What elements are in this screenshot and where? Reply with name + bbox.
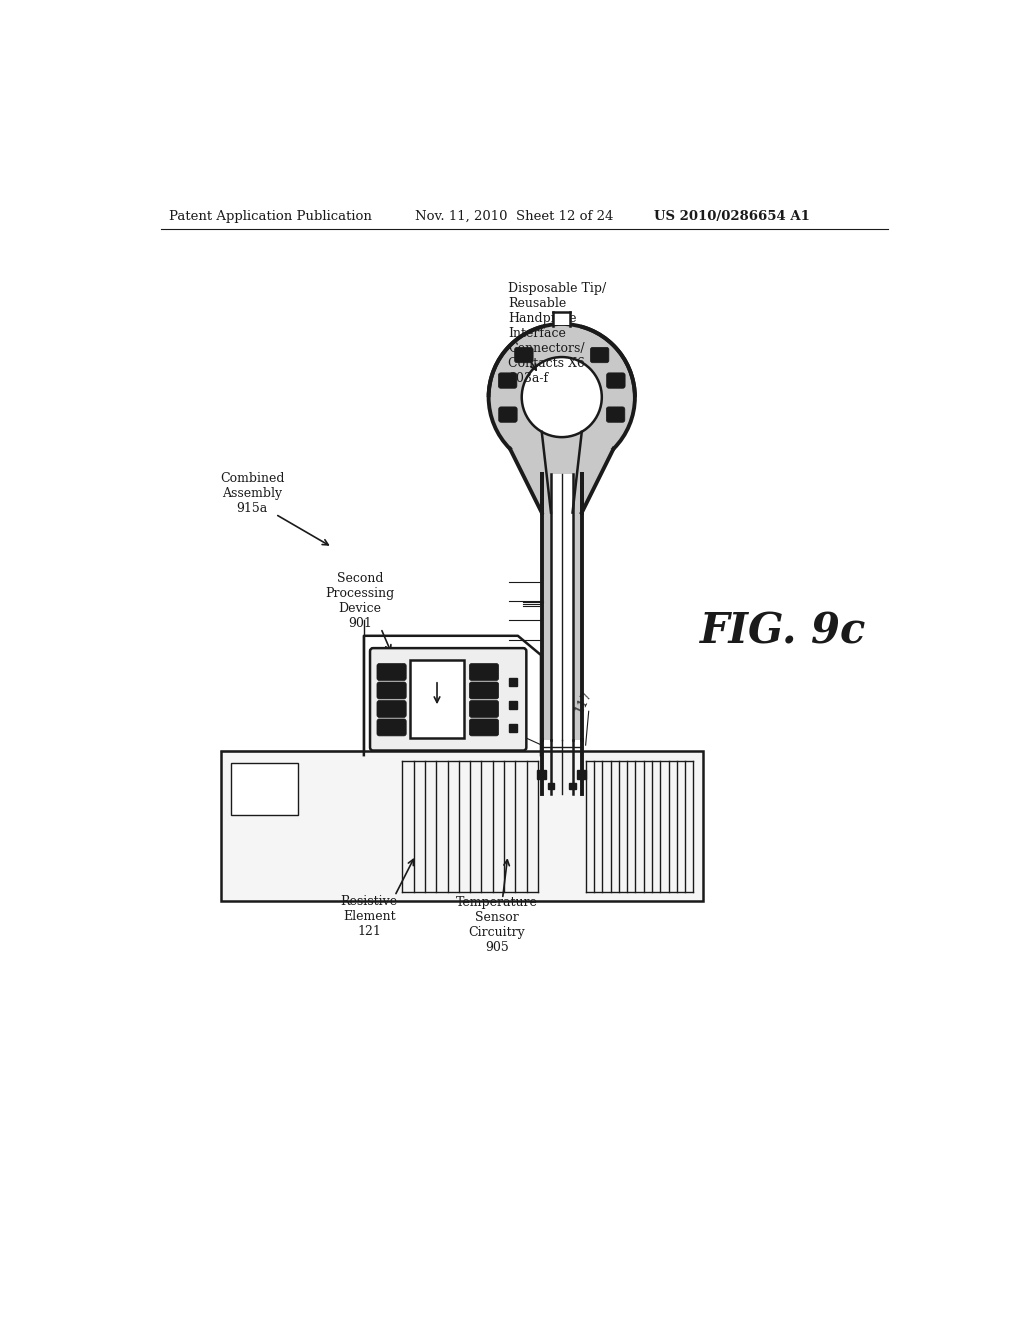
FancyBboxPatch shape <box>469 682 499 700</box>
FancyBboxPatch shape <box>591 347 609 363</box>
FancyBboxPatch shape <box>499 407 517 422</box>
FancyBboxPatch shape <box>377 682 407 700</box>
Text: US 2010/0286654 A1: US 2010/0286654 A1 <box>654 210 810 223</box>
FancyBboxPatch shape <box>469 701 499 718</box>
Text: Disposable Tip/
Reusable
Handpiece
Interface
Connectors/
Contacts X6
903a-f: Disposable Tip/ Reusable Handpiece Inter… <box>508 282 606 385</box>
Text: Patent Application Publication: Patent Application Publication <box>169 210 372 223</box>
FancyBboxPatch shape <box>377 701 407 718</box>
FancyBboxPatch shape <box>499 372 517 388</box>
Text: Temperature
Sensor
Circuitry
905: Temperature Sensor Circuitry 905 <box>456 895 538 953</box>
Polygon shape <box>510 449 613 512</box>
FancyBboxPatch shape <box>377 664 407 681</box>
FancyBboxPatch shape <box>515 347 534 363</box>
Bar <box>553 309 570 326</box>
Circle shape <box>488 323 635 470</box>
Bar <box>509 678 517 686</box>
Bar <box>509 725 517 733</box>
Bar <box>221 751 702 902</box>
Text: 117: 117 <box>572 688 594 715</box>
Text: 115: 115 <box>463 692 485 718</box>
FancyBboxPatch shape <box>370 648 526 751</box>
FancyBboxPatch shape <box>377 719 407 737</box>
Text: Nov. 11, 2010  Sheet 12 of 24: Nov. 11, 2010 Sheet 12 of 24 <box>416 210 613 223</box>
FancyBboxPatch shape <box>606 407 625 422</box>
Bar <box>551 474 572 739</box>
Bar <box>410 660 464 738</box>
FancyBboxPatch shape <box>606 372 625 388</box>
Bar <box>569 783 575 789</box>
Bar <box>548 783 554 789</box>
Bar <box>230 763 298 816</box>
FancyBboxPatch shape <box>469 664 499 681</box>
Text: FIG. 9c: FIG. 9c <box>700 611 866 653</box>
Bar <box>578 770 587 779</box>
Text: Second
Processing
Device
901: Second Processing Device 901 <box>326 572 394 630</box>
Circle shape <box>521 358 602 437</box>
Bar <box>538 770 547 779</box>
Text: Combined
Assembly
915a: Combined Assembly 915a <box>220 471 285 515</box>
FancyBboxPatch shape <box>469 719 499 737</box>
Text: Resistive
Element
121: Resistive Element 121 <box>341 895 397 939</box>
Bar <box>509 701 517 709</box>
Bar <box>542 474 582 739</box>
